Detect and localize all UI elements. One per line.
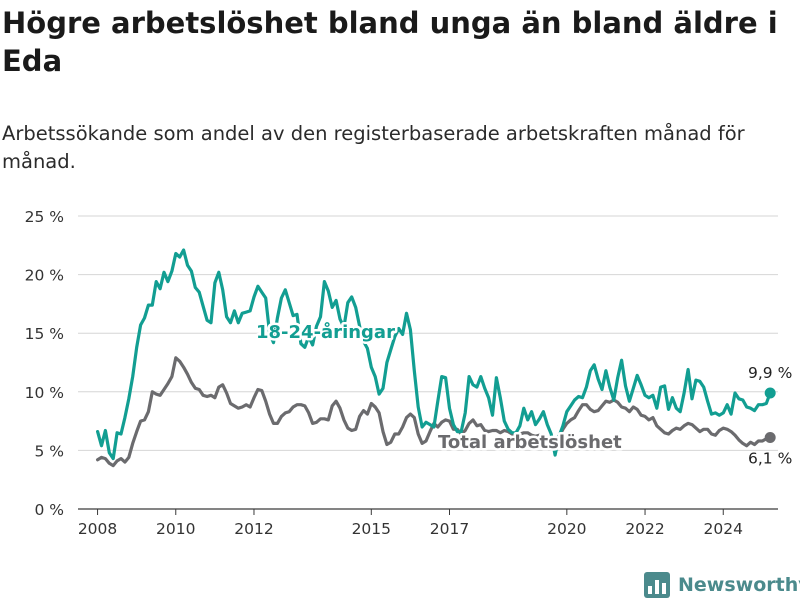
chart-subtitle: Arbetssökande som andel av den registerb… (2, 122, 745, 173)
y-tick-label: 25 % (25, 208, 64, 226)
x-tick-label: 2012 (234, 520, 273, 538)
x-tick-label: 2015 (352, 520, 391, 538)
series-name-label-1: Total arbetslöshet (438, 432, 622, 453)
series-end-label-1: 6,1 % (748, 450, 792, 468)
series-line-1 (96, 356, 772, 468)
x-tick-label: 2017 (430, 520, 469, 538)
series-line-0 (96, 248, 772, 461)
x-tick-label: 2020 (547, 520, 586, 538)
newsworthy-logo: Newsworthy (644, 570, 800, 600)
series-labels: 9,9 % 6,1 % 18-24-åringar Total arbetslöshe… (254, 319, 793, 468)
x-tick-label: 2008 (78, 520, 117, 538)
x-tick-label: 2024 (704, 520, 743, 538)
series-lines (96, 248, 772, 468)
brand-name: Newsworthy (678, 574, 800, 596)
x-tick-label: 2022 (625, 520, 664, 538)
y-tick-label: 20 % (25, 267, 64, 285)
series-end-point-0 (764, 387, 776, 399)
y-tick-label: 15 % (25, 325, 64, 343)
series-end-label-0: 9,9 % (748, 364, 792, 382)
y-tick-label: 10 % (25, 384, 64, 402)
series-end-point-1 (764, 432, 776, 444)
gridlines (78, 215, 778, 510)
x-tick-label: 2010 (156, 520, 195, 538)
bar-chart-logo-icon (644, 572, 670, 598)
series-name-label-0: 18-24-åringar (256, 321, 395, 343)
y-tick-label: 0 % (34, 501, 64, 519)
y-axis-ticks: 0 % 5 % 10 % 15 % 20 % 25 % (25, 208, 64, 519)
chart-title: Högre arbetslöshet bland unga än bland ä… (2, 6, 778, 78)
x-axis: 2008 2010 2012 2015 2017 2020 2022 2024 (78, 509, 743, 538)
y-tick-label: 5 % (34, 442, 64, 460)
